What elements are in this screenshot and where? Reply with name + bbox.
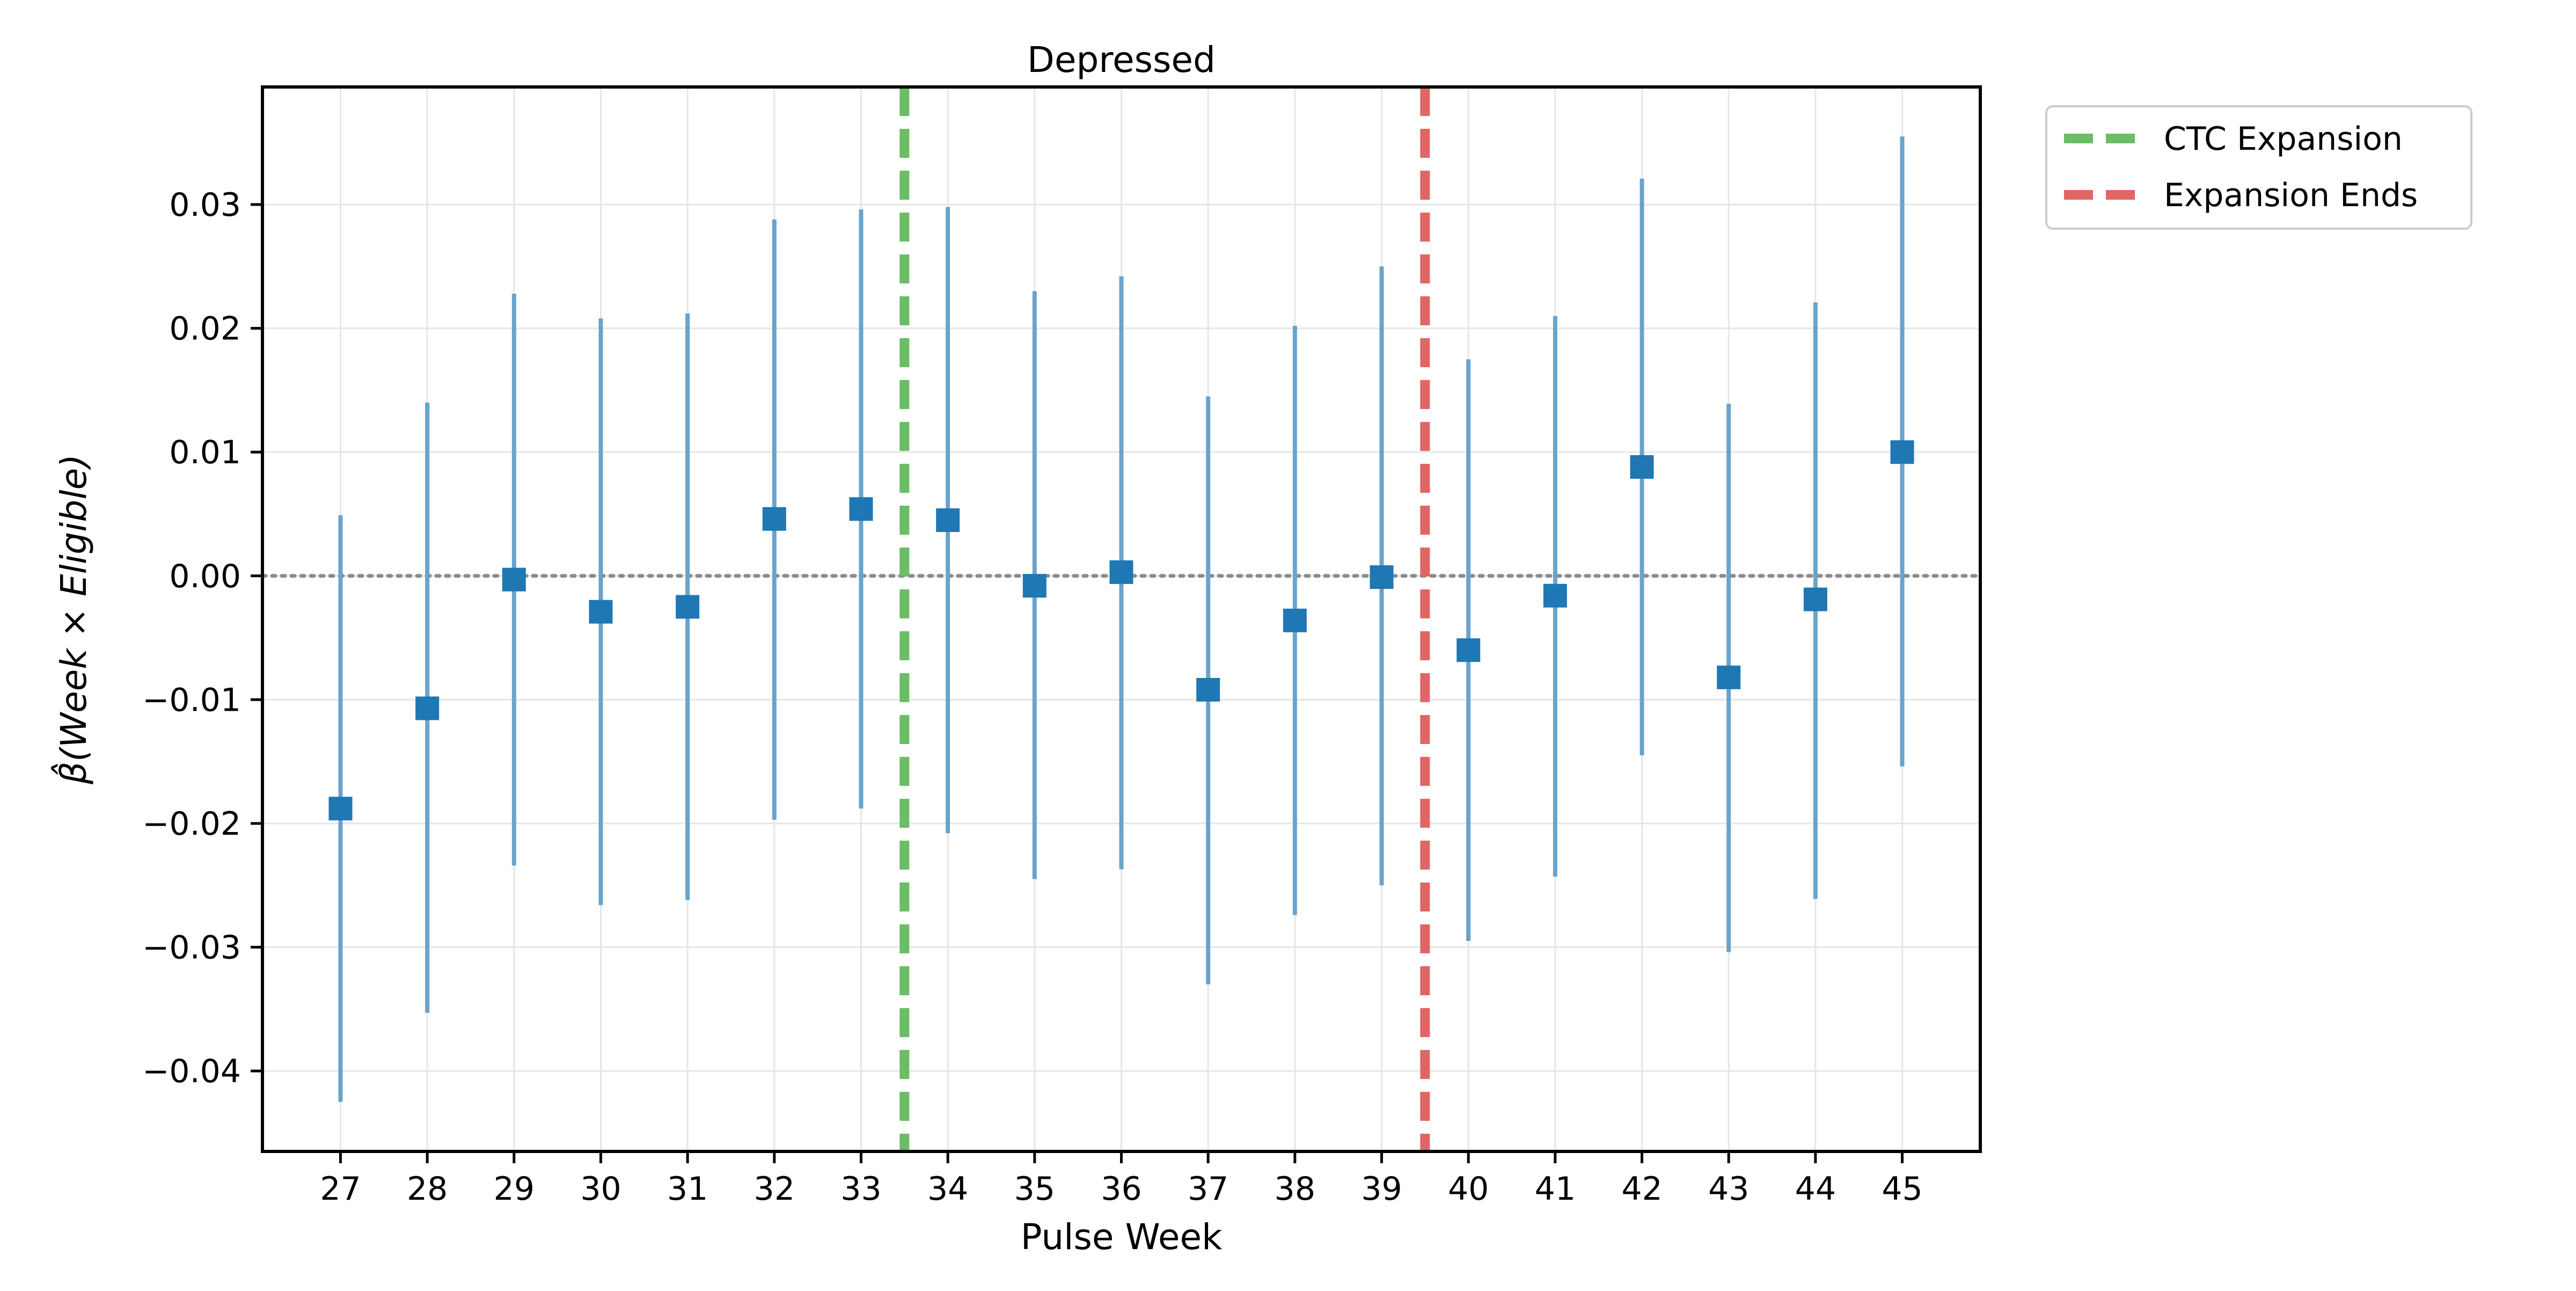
x-tick-label: 30 xyxy=(580,1170,621,1208)
data-point xyxy=(676,595,700,619)
x-tick-label: 44 xyxy=(1795,1170,1836,1208)
x-tick-label: 37 xyxy=(1188,1170,1228,1208)
x-tick-label: 39 xyxy=(1361,1170,1402,1208)
data-point xyxy=(1283,608,1307,632)
x-tick-label: 34 xyxy=(927,1170,968,1208)
x-tick-label: 32 xyxy=(754,1170,795,1208)
x-axis-title: Pulse Week xyxy=(1021,1216,1223,1258)
x-tick-label: 41 xyxy=(1535,1170,1576,1208)
x-tick-label: 31 xyxy=(667,1170,708,1208)
x-tick-label: 33 xyxy=(840,1170,881,1208)
x-tick-label: 38 xyxy=(1275,1170,1315,1208)
y-tick-label: 0.00 xyxy=(169,558,241,595)
x-tick-label: 35 xyxy=(1014,1170,1055,1208)
chart-title: Depressed xyxy=(1027,39,1216,81)
x-tick-label: 28 xyxy=(407,1170,448,1208)
data-point xyxy=(1803,587,1827,611)
y-axis-title: β̂(Week × Eligible) xyxy=(51,454,94,785)
data-series xyxy=(328,136,1914,1102)
x-tick-label: 27 xyxy=(320,1170,361,1208)
y-tick-label: 0.03 xyxy=(169,186,241,224)
x-tick-label: 29 xyxy=(494,1170,535,1208)
y-tick-label: −0.02 xyxy=(142,805,241,843)
data-point xyxy=(1109,560,1133,584)
legend-label: CTC Expansion xyxy=(2164,120,2403,158)
x-tick-label: 45 xyxy=(1882,1170,1922,1208)
x-tick-label: 40 xyxy=(1448,1170,1489,1208)
axes: 27 28 29 30 31 32 33 34 35 36 37 38 39 40 41 42 43 44 45 0.… xyxy=(142,186,1923,1208)
y-tick-label: 0.01 xyxy=(169,434,241,471)
legend-label: Expansion Ends xyxy=(2164,177,2418,214)
y-tick-label: −0.01 xyxy=(142,681,241,719)
data-point xyxy=(328,797,353,821)
data-point xyxy=(502,567,526,592)
data-point xyxy=(1022,574,1046,598)
data-point xyxy=(589,600,613,624)
data-point xyxy=(1457,638,1481,662)
data-point xyxy=(1890,440,1914,464)
data-point xyxy=(762,507,786,531)
data-point xyxy=(1630,455,1654,479)
x-tick-label: 43 xyxy=(1708,1170,1749,1208)
data-point xyxy=(1370,565,1394,589)
data-point xyxy=(1717,665,1741,689)
legend: CTC Expansion Expansion Ends xyxy=(2045,105,2472,230)
x-tick-label: 36 xyxy=(1101,1170,1141,1208)
data-point xyxy=(1543,583,1567,608)
y-tick-label: 0.02 xyxy=(169,310,241,348)
data-point xyxy=(936,508,960,533)
legend-box xyxy=(2045,105,2472,230)
x-tick-label: 42 xyxy=(1621,1170,1662,1208)
data-point xyxy=(415,696,440,720)
data-point xyxy=(1196,677,1220,702)
y-tick-label: −0.03 xyxy=(142,929,241,967)
y-tick-label: −0.04 xyxy=(142,1053,241,1090)
data-point xyxy=(849,497,873,521)
